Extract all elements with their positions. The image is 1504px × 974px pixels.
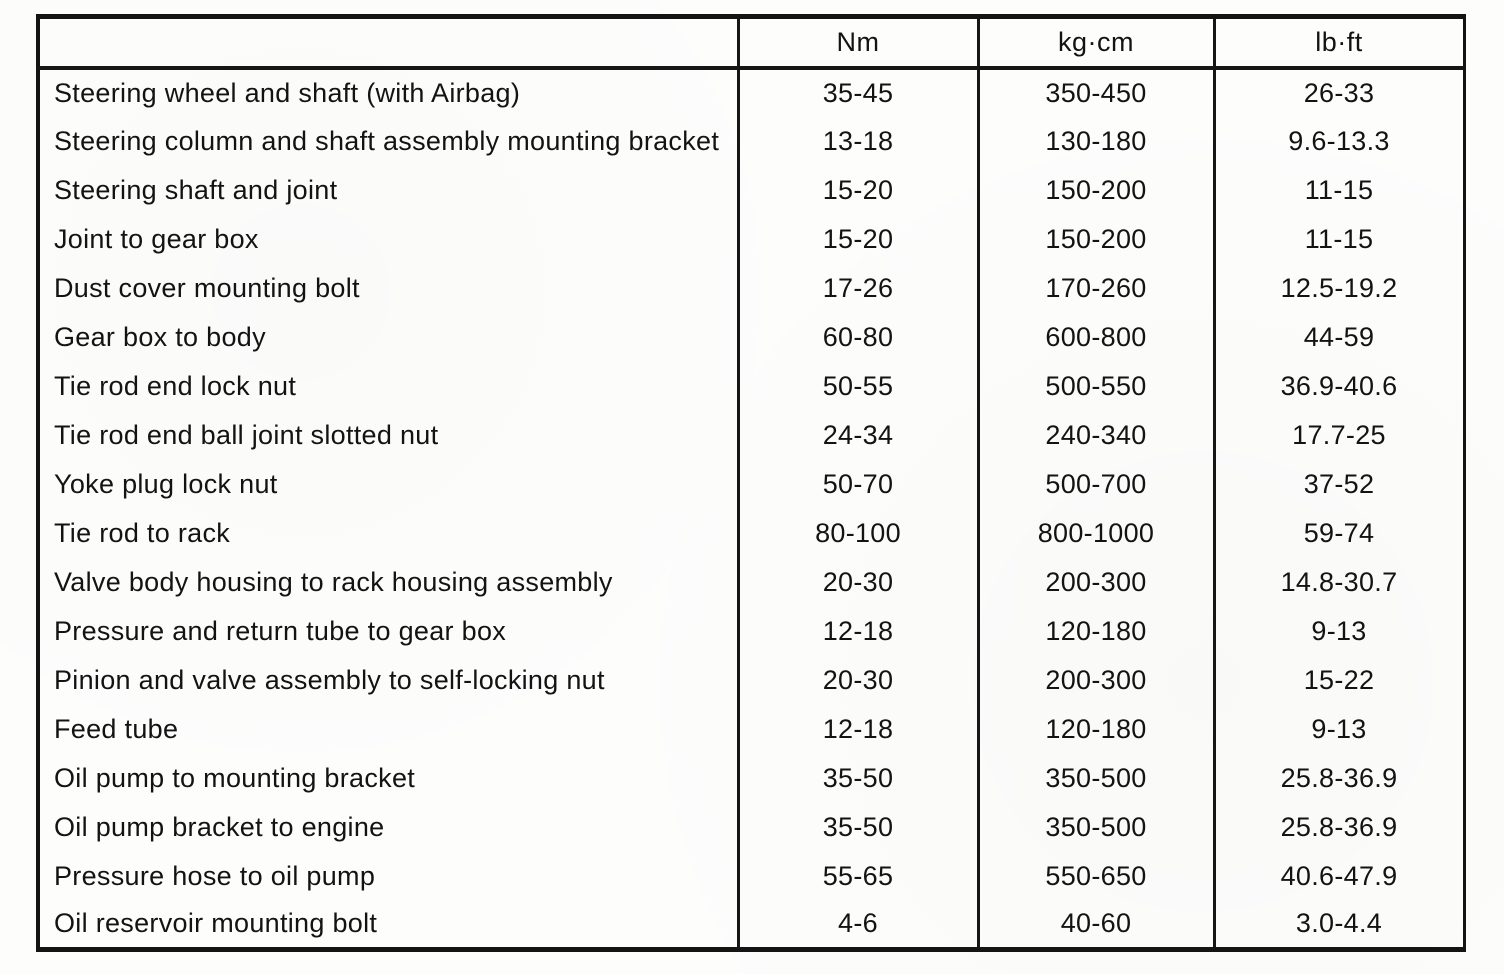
table-row: Gear box to body 60-80 600-800 44-59 [38, 312, 1464, 362]
component-cell: Steering shaft and joint [54, 174, 338, 205]
nm-value-cell: 12-18 [736, 704, 978, 754]
table-row: Pinion and valve assembly to self-lockin… [38, 655, 1464, 705]
lb-ft-value-cell: 25.8-36.9 [1212, 753, 1464, 803]
table-row: Oil pump to mounting bracket 35-50 350-500… [38, 753, 1464, 803]
kg-cm-value-cell: 150-200 [976, 214, 1214, 264]
lb-ft-value-cell: 36.9-40.6 [1212, 361, 1464, 411]
kg-cm-value-cell: 200-300 [976, 557, 1214, 607]
kg-cm-value-cell: 350-500 [976, 753, 1214, 803]
component-cell: Oil reservoir mounting bolt [54, 908, 378, 939]
table-header: Nm kg·cm lb·ft [38, 16, 1464, 70]
kg-cm-value-cell: 120-180 [976, 704, 1214, 754]
component-cell: Steering wheel and shaft (with Airbag) [54, 77, 521, 108]
kg-cm-value-cell: 150-200 [976, 165, 1214, 215]
lb-ft-value-cell: 9-13 [1212, 704, 1464, 754]
component-cell: Tie rod to rack [54, 517, 231, 548]
nm-value-cell: 50-55 [736, 361, 978, 411]
component-cell: Tie rod end ball joint slotted nut [54, 419, 439, 450]
lb-ft-value-cell: 59-74 [1212, 508, 1464, 558]
lb-ft-value-cell: 9-13 [1212, 606, 1464, 656]
component-cell: Oil pump bracket to engine [54, 811, 385, 842]
torque-spec-table: Nm kg·cm lb·ft Steering wheel and shaft … [36, 14, 1466, 952]
lb-ft-value-cell: 9.6-13.3 [1212, 116, 1464, 166]
component-cell: Oil pump to mounting bracket [54, 762, 416, 793]
kg-cm-value-cell: 500-550 [976, 361, 1214, 411]
table-row: Steering wheel and shaft (with Airbag) 35… [38, 67, 1464, 117]
nm-value-cell: 24-34 [736, 410, 978, 460]
nm-value-cell: 15-20 [736, 214, 978, 264]
lb-ft-value-cell: 37-52 [1212, 459, 1464, 509]
component-cell: Yoke plug lock nut [54, 468, 278, 499]
nm-value-cell: 35-50 [736, 802, 978, 852]
kg-cm-value-cell: 120-180 [976, 606, 1214, 656]
table-row: Tie rod end lock nut 50-55 500-550 36.9-40.… [38, 361, 1464, 411]
nm-value-cell: 55-65 [736, 851, 978, 901]
lb-ft-value-cell: 17.7-25 [1212, 410, 1464, 460]
table-row: Dust cover mounting bolt 17-26 170-260 12.5… [38, 263, 1464, 313]
table-row: Tie rod end ball joint slotted nut 24-34 2… [38, 410, 1464, 460]
kg-cm-value-cell: 200-300 [976, 655, 1214, 705]
kg-cm-value-cell: 170-260 [976, 263, 1214, 313]
kg-cm-value-cell: 130-180 [976, 116, 1214, 166]
component-cell: Steering column and shaft assembly mount… [54, 125, 720, 156]
nm-value-cell: 17-26 [736, 263, 978, 313]
header-row: Nm kg·cm lb·ft [38, 16, 1464, 70]
lb-ft-value-cell: 40.6-47.9 [1212, 851, 1464, 901]
nm-value-cell: 35-45 [736, 67, 978, 117]
nm-value-cell: 12-18 [736, 606, 978, 656]
table-row: Pressure and return tube to gear box 12-1… [38, 606, 1464, 656]
component-cell: Gear box to body [54, 321, 266, 352]
kg-cm-value-cell: 350-450 [976, 67, 1214, 117]
table-row: Feed tube 12-18 120-180 9-13 [38, 704, 1464, 754]
header-component [38, 16, 738, 70]
kg-cm-value-cell: 240-340 [976, 410, 1214, 460]
nm-value-cell: 50-70 [736, 459, 978, 509]
lb-ft-value-cell: 26-33 [1212, 67, 1464, 117]
lb-ft-value-cell: 15-22 [1212, 655, 1464, 705]
nm-value-cell: 35-50 [736, 753, 978, 803]
lb-ft-value-cell: 25.8-36.9 [1212, 802, 1464, 852]
kg-cm-value-cell: 800-1000 [976, 508, 1214, 558]
lb-ft-value-cell: 11-15 [1212, 165, 1464, 215]
nm-value-cell: 15-20 [736, 165, 978, 215]
kg-cm-value-cell: 500-700 [976, 459, 1214, 509]
nm-value-cell: 80-100 [736, 508, 978, 558]
nm-value-cell: 4-6 [736, 900, 978, 950]
kg-cm-value-cell: 550-650 [976, 851, 1214, 901]
table-row: Oil pump bracket to engine 35-50 350-500 25… [38, 802, 1464, 852]
nm-value-cell: 13-18 [736, 116, 978, 166]
component-cell: Dust cover mounting bolt [54, 272, 360, 303]
nm-value-cell: 60-80 [736, 312, 978, 362]
table-row: Tie rod to rack 80-100 800-1000 59-74 [38, 508, 1464, 558]
table-row: Yoke plug lock nut 50-70 500-700 37-52 [38, 459, 1464, 509]
lb-ft-value-cell: 14.8-30.7 [1212, 557, 1464, 607]
kg-cm-value-cell: 40-60 [976, 900, 1214, 950]
lb-ft-value-cell: 11-15 [1212, 214, 1464, 264]
lb-ft-value-cell: 12.5-19.2 [1212, 263, 1464, 313]
table-body: Steering wheel and shaft (with Airbag) 35… [38, 67, 1464, 950]
nm-value-cell: 20-30 [736, 557, 978, 607]
table-row: Oil reservoir mounting bolt 4-6 40-60 3.0-4… [38, 900, 1464, 950]
component-cell: Pinion and valve assembly to self-lockin… [54, 664, 605, 695]
component-cell: Pressure hose to oil pump [54, 860, 376, 891]
table-row: Joint to gear box 15-20 150-200 11-15 [38, 214, 1464, 264]
component-cell: Tie rod end lock nut [54, 370, 297, 401]
header-nm: Nm [736, 16, 978, 70]
component-cell: Valve body housing to rack housing assem… [54, 566, 613, 597]
table-row: Steering column and shaft assembly mount… [38, 116, 1464, 166]
component-cell: Feed tube [54, 713, 179, 744]
lb-ft-value-cell: 44-59 [1212, 312, 1464, 362]
table-row: Pressure hose to oil pump 55-65 550-650 40.… [38, 851, 1464, 901]
table-row: Valve body housing to rack housing assem… [38, 557, 1464, 607]
nm-value-cell: 20-30 [736, 655, 978, 705]
table-row: Steering shaft and joint 15-20 150-200 11-1… [38, 165, 1464, 215]
lb-ft-value-cell: 3.0-4.4 [1212, 900, 1464, 950]
component-cell: Pressure and return tube to gear box [54, 615, 507, 646]
component-cell: Joint to gear box [54, 223, 259, 254]
kg-cm-value-cell: 350-500 [976, 802, 1214, 852]
header-lb-ft: lb·ft [1212, 16, 1464, 70]
kg-cm-value-cell: 600-800 [976, 312, 1214, 362]
header-kg-cm: kg·cm [976, 16, 1214, 70]
